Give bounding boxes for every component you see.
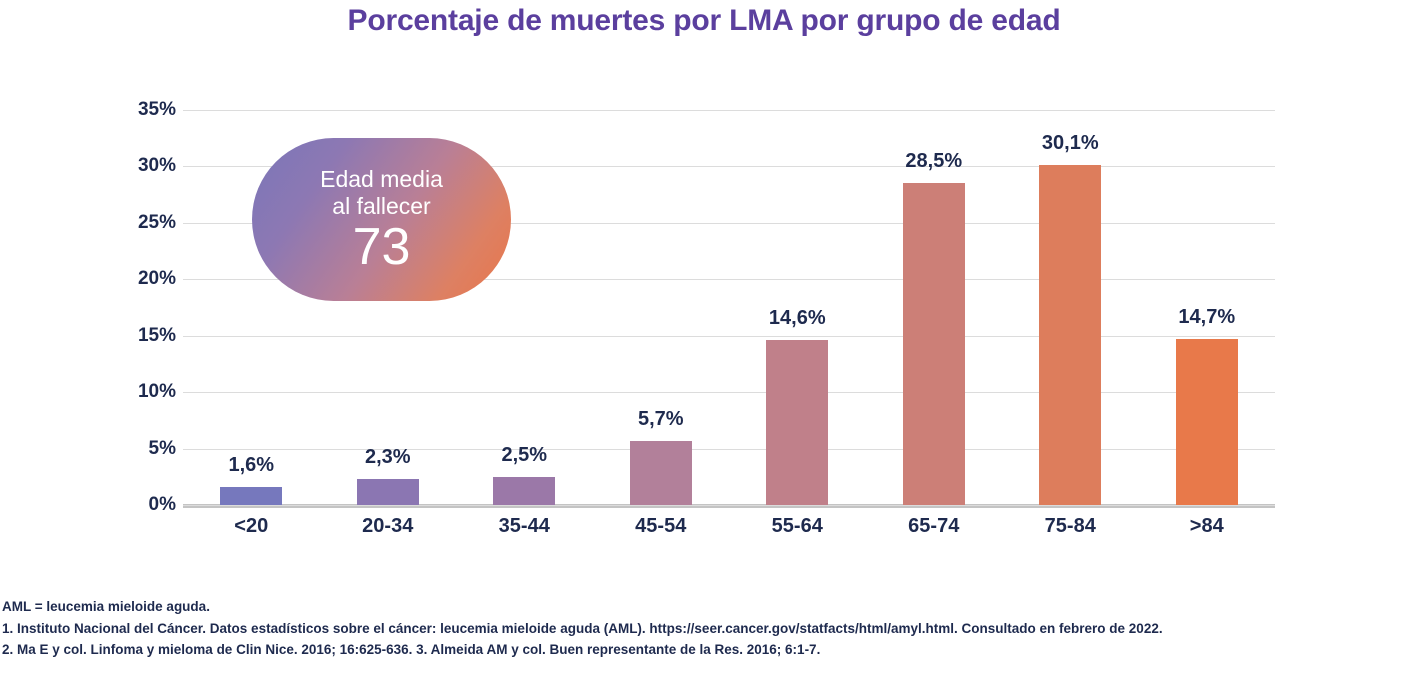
gridline [183,448,1275,450]
y-axis-tick-label: 20% [137,268,176,290]
x-axis-tick-label: 20-34 [362,515,414,537]
y-axis-tick-label: 25% [137,211,176,233]
bar-value-label: 1,6% [228,453,275,476]
bar[interactable] [629,440,692,505]
bar[interactable] [356,479,419,505]
gridline [183,505,1275,506]
bar[interactable] [902,183,965,505]
x-axis-tick-label: 35-44 [498,515,550,537]
bar-value-label: 28,5% [905,150,963,173]
gridline [183,166,1275,168]
gridline [183,222,1275,224]
y-axis-tick-label: 10% [137,381,176,403]
axis-baseline [183,504,1275,508]
footnote-line: 1. Instituto Nacional del Cáncer. Datos … [2,620,1163,636]
callout-line-2: al fallecer [332,193,431,219]
y-axis-tick-label: 35% [137,99,176,120]
x-axis-tick-label: 55-64 [771,515,823,537]
bar-value-label: 14,7% [1178,306,1236,329]
bar-group: 14,6% [729,110,866,505]
y-axis-tick-label: 30% [137,155,176,177]
gridline [183,279,1275,281]
mean-age-callout: Edad media al fallecer 73 [252,138,511,301]
plot-area: 1,6% 2,3% 2,5% 5,7% 14,6% 28,5% 30,1% 14,7% [183,110,1276,508]
bar-group: 28,5% [866,110,1003,505]
bar-group: 14,7% [1139,110,1276,505]
bar-value-label: 30,1% [1041,132,1099,155]
bar[interactable] [493,476,556,505]
gridline [183,110,1275,111]
footnote-line: AML = leucemia mieloide aguda. [2,599,210,614]
bar[interactable] [766,340,829,505]
bar-group: 1,6% [183,110,320,505]
gridline [183,335,1275,337]
bar-group: 2,5% [456,110,593,505]
callout-line-1: Edad media [320,166,443,192]
x-axis-tick-label: 45-54 [635,515,687,537]
x-axis-tick-label: 65-74 [908,515,960,537]
y-axis-tick-label: 15% [137,324,176,346]
gridline [183,392,1275,394]
bar-group: 5,7% [593,110,730,505]
bar[interactable] [1039,165,1102,505]
bar[interactable] [1175,339,1238,505]
footnotes: AML = leucemia mieloide aguda. 1. Institu… [2,596,1402,661]
x-axis: <20 20-34 35-44 45-54 55-64 65-74 75-84 >84 [183,515,1275,549]
footnote-line: 2. Ma E y col. Linfoma y mieloma de Clin… [2,642,821,657]
x-axis-tick-label: <20 [234,515,269,537]
bar[interactable] [220,486,283,505]
bar-value-label: 5,7% [637,407,684,430]
x-axis-tick-label: 75-84 [1044,515,1096,537]
x-axis-tick-label: >84 [1189,515,1224,537]
bar-group: 30,1% [1002,110,1139,505]
bar-value-label: 2,3% [364,446,411,469]
y-axis-tick-label: 5% [148,437,176,459]
page-title: Porcentaje de muertes por LMA por grupo … [347,4,1061,37]
bar-value-label: 14,6% [768,307,826,330]
callout-number: 73 [352,218,411,276]
bar-value-label: 2,5% [501,443,548,466]
y-axis: 0% 5% 10% 15% 20% 25% 30% 35% [118,99,176,515]
y-axis-tick-label: 0% [148,494,176,515]
bar-group: 2,3% [320,110,457,505]
